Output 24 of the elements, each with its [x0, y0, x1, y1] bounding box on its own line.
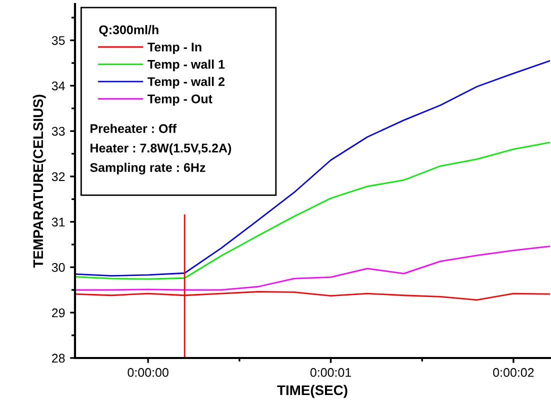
y-tick-label: 31 — [52, 218, 65, 226]
annotation: Preheater : Off — [90, 124, 177, 134]
y-tick-label: 32 — [52, 172, 65, 182]
y-tick-label: 34 — [52, 81, 65, 90]
y-tick-label: 30 — [52, 263, 65, 272]
legend-label: Temp - In — [148, 42, 202, 54]
y-tick-label: 29 — [52, 308, 65, 318]
x-axis-title: TIME(SEC) — [277, 384, 348, 398]
line-series — [75, 246, 550, 291]
x-tick-label: 0:00:00 — [128, 368, 168, 377]
y-axis-title: TEMPARATURE(CELSIUS) — [32, 94, 46, 268]
legend-label: Temp - wall 2 — [148, 76, 224, 89]
annotation: Sampling rate : 6Hz — [90, 162, 206, 174]
y-tick-label: 35 — [52, 36, 65, 45]
legend-label: Temp - Out — [148, 94, 212, 106]
legend-label: Temp - wall 1 — [148, 60, 225, 72]
line-series — [75, 60, 550, 277]
y-tick-label: 33 — [52, 126, 65, 136]
x-tick-label: 0:00:01 — [310, 368, 352, 377]
line-series — [75, 142, 550, 280]
annotation: Heater : 7.8W(1.5V,5.2A) — [90, 143, 232, 155]
x-tick-label: 0:00:02 — [493, 368, 534, 377]
y-tick-label: 28 — [52, 354, 65, 363]
legend-title: Q:300ml/h — [99, 25, 158, 37]
